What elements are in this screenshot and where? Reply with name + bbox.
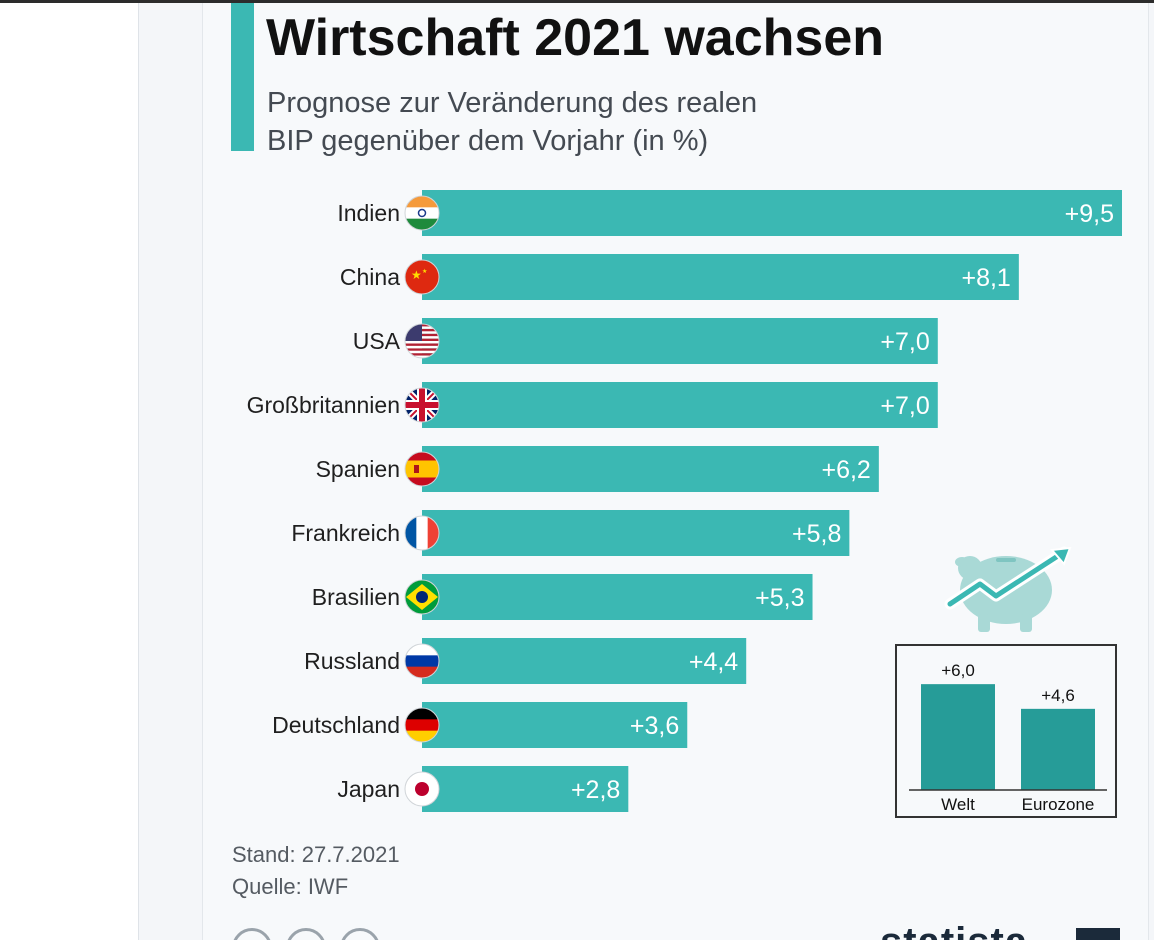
inset-bar-value: +4,6 xyxy=(1041,686,1075,705)
bar-category-label: Japan xyxy=(337,776,400,802)
bar-row: Japan +2,8 xyxy=(337,766,629,812)
bar xyxy=(422,510,850,556)
bar-value-label: +5,8 xyxy=(792,520,841,548)
left-panel xyxy=(0,3,139,940)
bar-row: Indien +9,5 xyxy=(337,190,1122,236)
subtitle-line-1: Prognose zur Veränderung des realen xyxy=(267,87,758,119)
brazil-flag-icon xyxy=(404,579,440,615)
bar-category-label: Großbritannien xyxy=(247,392,400,418)
bar-row: China ★ ★ +8,1 xyxy=(340,254,1019,300)
bar-value-label: +7,0 xyxy=(880,328,929,356)
bar-value-label: +2,8 xyxy=(571,776,620,804)
top-divider xyxy=(0,0,1154,3)
spain-flag-icon xyxy=(404,451,440,487)
inset-bar-value: +6,0 xyxy=(941,661,975,680)
brand-logo[interactable]: statista xyxy=(880,926,1120,940)
right-edge xyxy=(1148,3,1154,940)
svg-text:★: ★ xyxy=(422,268,427,275)
bar xyxy=(422,766,629,812)
inset-bar-group: +6,0 Welt xyxy=(921,661,995,814)
bar-value-label: +9,5 xyxy=(1065,200,1114,228)
france-flag-icon xyxy=(404,515,440,551)
subtitle-line-2: BIP gegenüber dem Vorjahr (in %) xyxy=(267,125,709,157)
brand-logo-mark xyxy=(1076,928,1120,940)
india-flag-icon xyxy=(404,195,440,231)
japan-flag-icon xyxy=(404,771,440,807)
license-icons xyxy=(232,928,402,940)
bar-row: Großbritannien +7,0 xyxy=(247,382,938,428)
bar-value-label: +8,1 xyxy=(961,264,1010,292)
inset-bar xyxy=(1021,708,1095,790)
bar-category-label: USA xyxy=(353,328,401,354)
chart-subtitle: Prognose zur Veränderung des realen BIP … xyxy=(267,84,757,160)
bar xyxy=(422,638,747,684)
bar-row: Deutschland +3,6 xyxy=(272,702,688,748)
bar-category-label: Deutschland xyxy=(272,712,400,738)
bar-row: USA +7,0 xyxy=(353,318,938,364)
svg-text:★: ★ xyxy=(411,268,422,282)
russia-flag-icon xyxy=(404,643,440,679)
bar xyxy=(422,702,688,748)
bar xyxy=(422,190,1122,236)
bar xyxy=(422,446,879,492)
inset-chart-box: +6,0 Welt +4,6 Eurozone xyxy=(895,644,1117,818)
bar xyxy=(422,318,938,364)
bar-value-label: +4,4 xyxy=(689,648,738,676)
footer-stand: Stand: 27.7.2021 xyxy=(232,842,400,867)
bar-value-label: +3,6 xyxy=(630,712,679,740)
bar xyxy=(422,574,813,620)
usa-flag-icon xyxy=(404,323,440,359)
bar-category-label: China xyxy=(340,264,400,290)
title-accent-bar xyxy=(231,3,254,151)
bar-row: Brasilien +5,3 xyxy=(312,574,813,620)
bar-value-label: +5,3 xyxy=(755,584,804,612)
bar-category-label: Indien xyxy=(337,200,400,226)
cc-license-icon[interactable] xyxy=(232,928,272,940)
piggy-bank-growth-icon xyxy=(944,546,1072,632)
footer-source: Quelle: IWF xyxy=(232,874,349,899)
bar-category-label: Frankreich xyxy=(291,520,400,546)
bar-category-label: Russland xyxy=(304,648,400,674)
bar-category-label: Brasilien xyxy=(312,584,400,610)
bar-row: Russland +4,4 xyxy=(304,638,747,684)
inset-bar xyxy=(921,684,995,790)
bar-row: Spanien +6,2 xyxy=(316,446,879,492)
bar-value-label: +7,0 xyxy=(880,392,929,420)
china-flag-icon: ★ ★ xyxy=(404,259,440,295)
inset-bar-chart: +6,0 Welt +4,6 Eurozone xyxy=(909,661,1107,814)
nd-license-icon[interactable] xyxy=(340,928,380,940)
bar xyxy=(422,382,938,428)
brand-logo-text: statista xyxy=(880,926,1028,940)
by-license-icon[interactable] xyxy=(286,928,326,940)
uk-flag-icon xyxy=(404,387,440,423)
bar xyxy=(422,254,1019,300)
chart-title: Wirtschaft 2021 wachsen xyxy=(266,9,885,67)
germany-flag-icon xyxy=(404,707,440,743)
inset-bar-category: Welt xyxy=(941,795,975,814)
inset-bar-group: +4,6 Eurozone xyxy=(1021,686,1095,814)
inset-bar-category: Eurozone xyxy=(1022,795,1095,814)
bar-row: Frankreich +5,8 xyxy=(291,510,850,556)
bar-value-label: +6,2 xyxy=(821,456,870,484)
bar-category-label: Spanien xyxy=(316,456,400,482)
